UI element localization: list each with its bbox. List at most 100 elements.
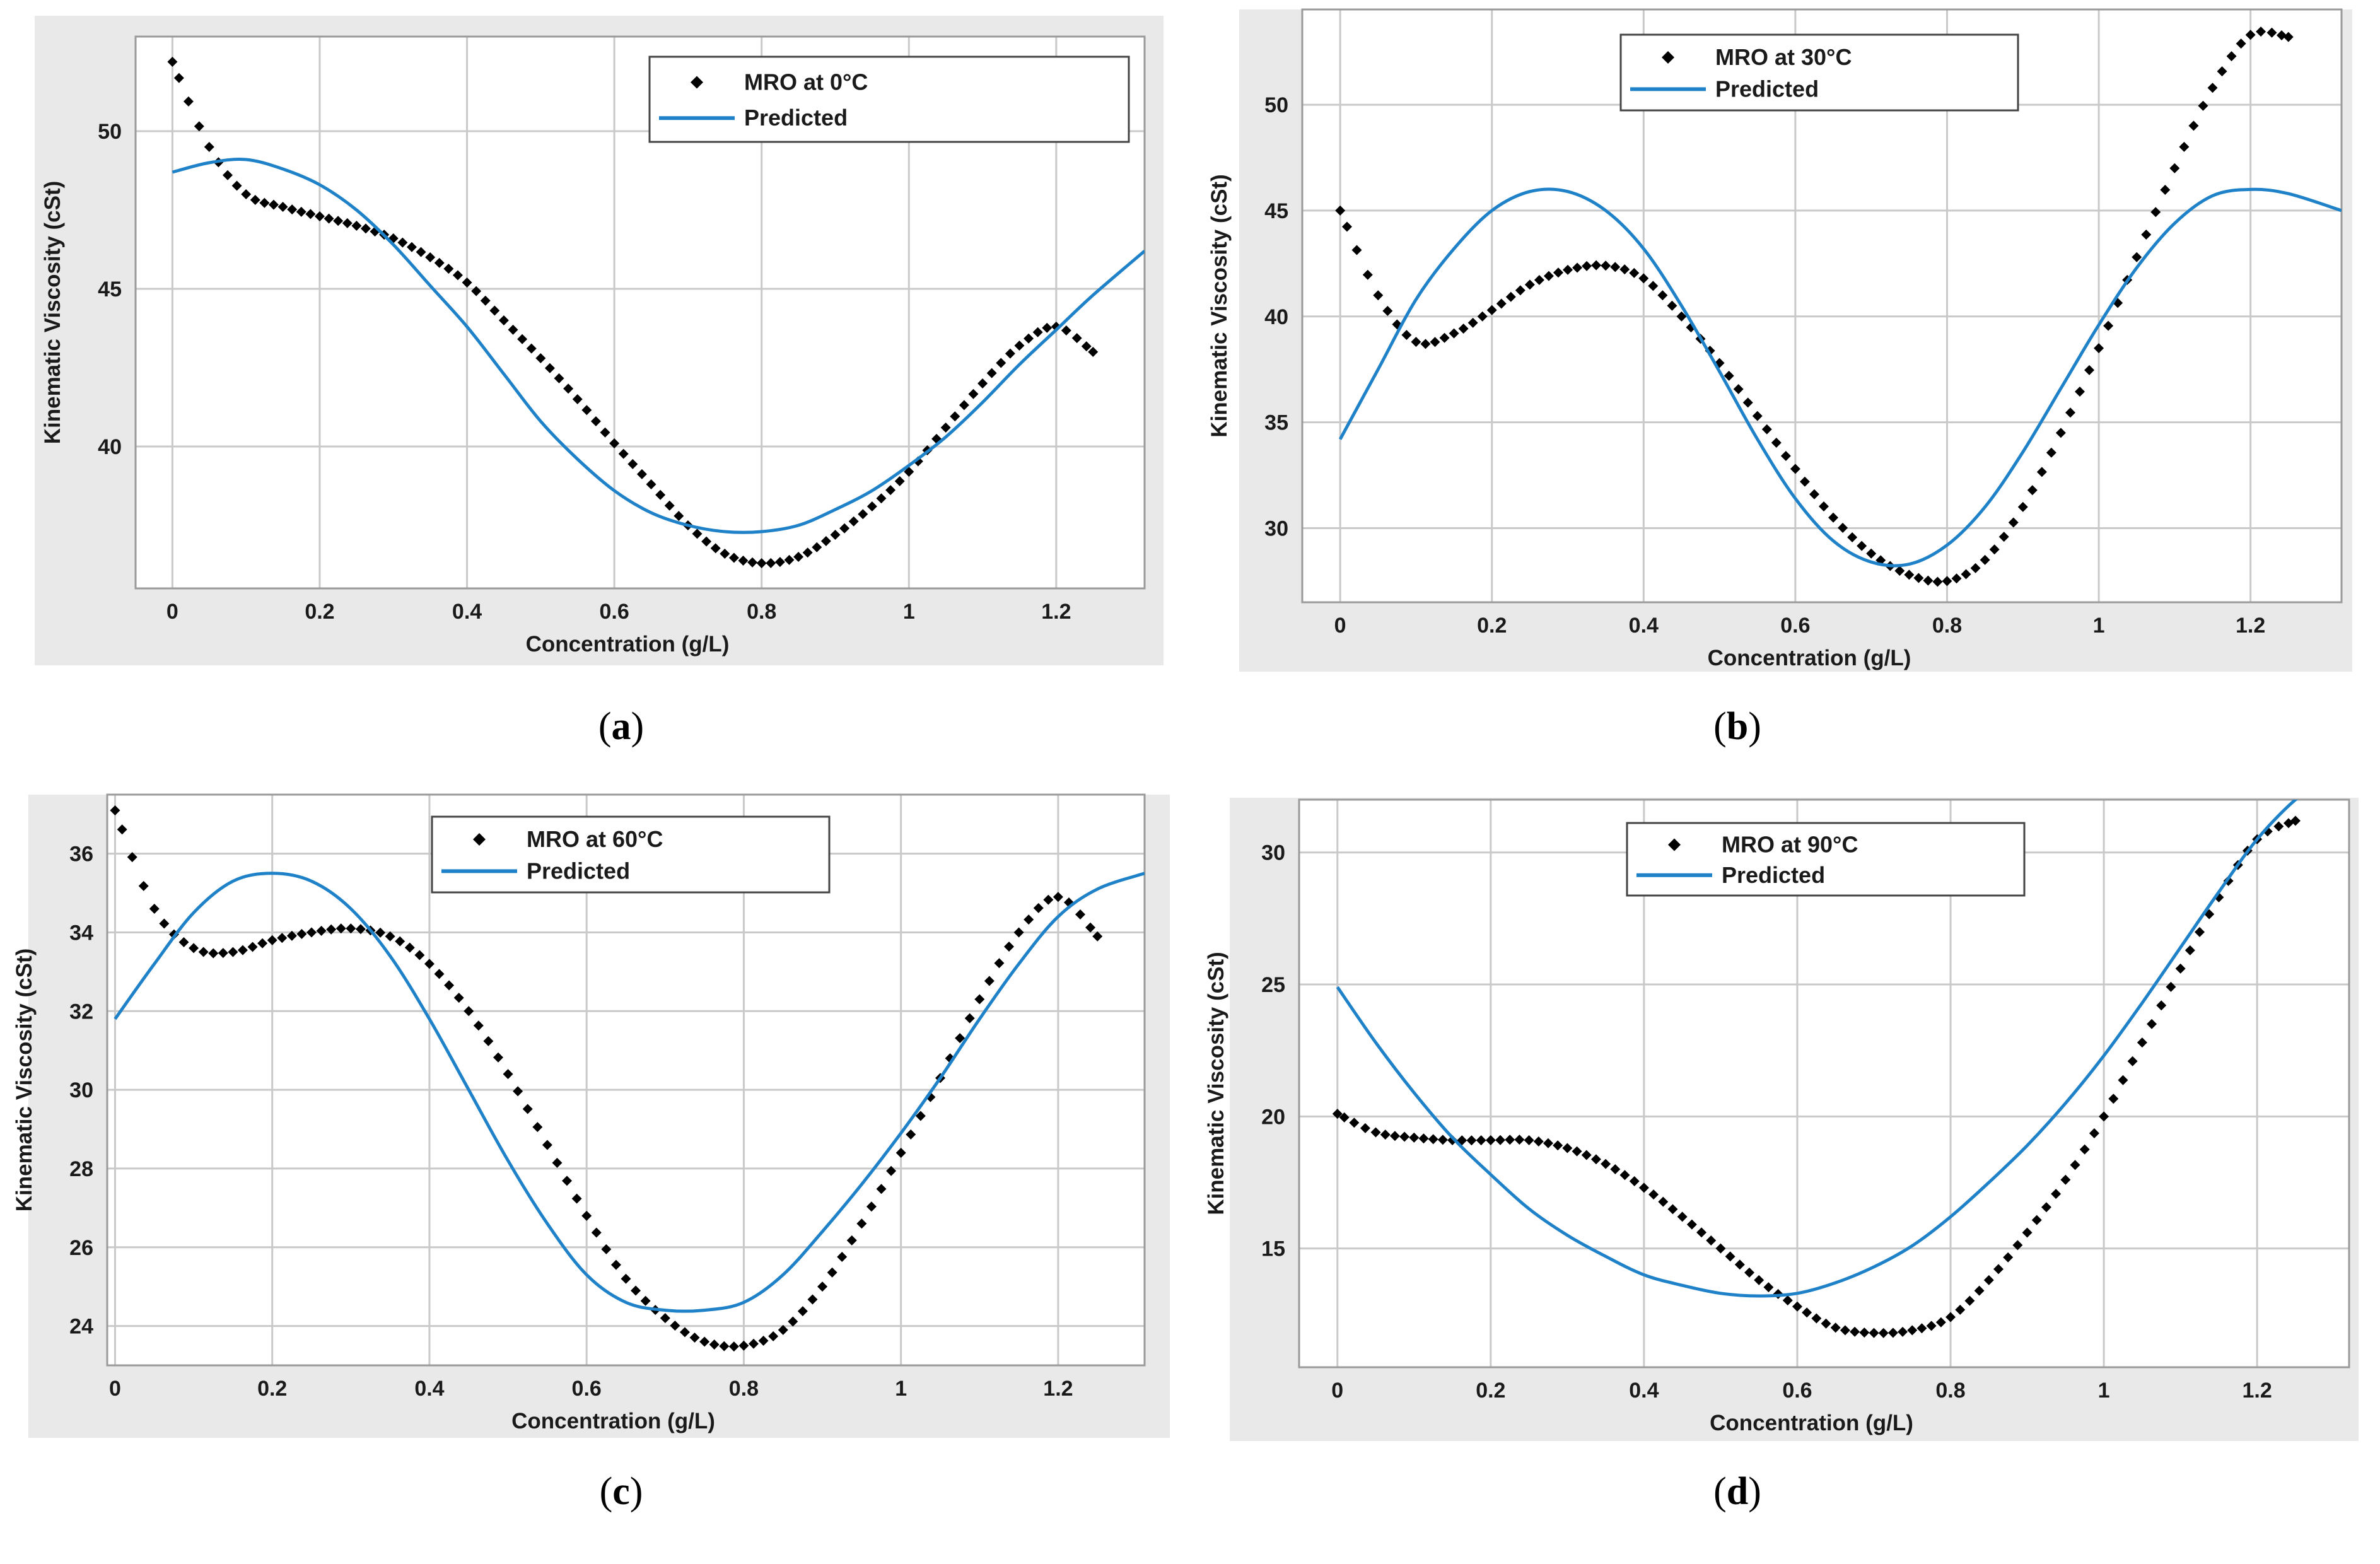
measured-point [2022,1227,2033,1238]
measured-point [2217,66,2227,77]
measured-point [1563,264,1573,275]
measured-point [848,516,859,527]
measured-point [830,530,841,540]
measured-point [1505,291,1516,302]
measured-point [473,1020,484,1031]
measured-point [964,1013,975,1024]
legend: MRO at 60°C Predicted [431,815,831,894]
measured-point [1677,1211,1688,1222]
measured-point [1782,1295,1793,1306]
x-tick-label: 0.6 [572,1377,602,1401]
measured-point [552,1157,563,1168]
measured-series [167,57,1099,568]
measured-point [1572,262,1583,273]
measured-point [444,980,455,991]
measured-point [986,368,997,378]
y-tick-label: 50 [1264,93,1288,117]
measured-point [2017,501,2028,512]
measured-point [346,923,356,934]
measured-point [424,959,435,969]
measured-point [1638,273,1649,284]
measured-point [1638,1182,1649,1193]
measured-point [342,218,353,228]
measured-point [1811,1313,1822,1324]
measured-point [1761,424,1772,435]
measured-point [414,950,425,960]
measured-point [2188,120,2199,131]
measured-point [1907,1325,1918,1336]
measured-point [977,378,988,388]
y-tick-label: 25 [1261,973,1285,997]
legend-label-predicted: Predicted [1715,76,1819,102]
measured-point [2137,1037,2147,1048]
measured-point [471,286,482,296]
measured-point [1942,576,1952,586]
measured-point [2132,252,2142,262]
measured-point [1534,274,1544,285]
panel-caption: (d) [1713,1470,1761,1513]
measured-point [489,305,500,316]
measured-point [453,993,464,1003]
measured-point [526,343,537,354]
x-axis-label: Concentration (g/L) [1710,1411,1913,1435]
measured-point [1629,1176,1640,1187]
measured-point [1409,1132,1420,1143]
measured-point [127,852,137,863]
legend-label-measured: MRO at 90°C [1722,832,1858,858]
measured-point [974,994,985,1005]
measured-point [138,880,149,891]
measured-point [837,1251,848,1262]
measured-point [503,1069,513,1080]
measured-point [797,1306,808,1317]
measured-point [517,334,528,344]
measured-point [1014,341,1025,351]
measured-point [1734,1259,1745,1270]
measured-point [719,1341,730,1351]
measured-point [375,927,386,938]
x-tick-label: 1 [2093,614,2105,638]
measured-point [1904,569,1915,580]
measured-point [1092,931,1103,942]
measured-point [1648,281,1659,291]
measured-point [2266,27,2277,38]
measured-point [397,237,408,248]
measured-point [167,57,178,67]
measured-point [2290,815,2301,826]
legend-box [431,815,831,894]
measured-point [2065,407,2075,418]
y-tick-label: 15 [1261,1237,1285,1261]
measured-point [2150,207,2161,218]
measured-point [493,1052,503,1063]
measured-point [228,947,238,957]
measured-point [1004,942,1015,952]
measured-point [218,948,228,959]
measured-point [866,501,877,511]
measured-point [1476,1135,1486,1146]
measured-point [117,824,127,835]
measured-point [1495,1135,1506,1145]
predicted-line [1336,800,2298,1298]
measured-point [1075,909,1085,919]
measured-point [2276,30,2287,40]
measured-point [1724,370,1734,381]
legend-marker-icon [691,76,703,89]
measured-point [994,958,1005,969]
measured-point [1945,1312,1956,1322]
measured-point [178,937,189,947]
measured-point [621,1273,631,1284]
measured-point [1916,1323,1927,1334]
measured-point [1983,1275,1994,1285]
measured-point [1771,437,1782,448]
measured-point [464,1006,474,1017]
measured-point [296,206,306,217]
measured-point [610,1259,621,1270]
measured-point [1802,1307,1812,1318]
measured-point [1980,554,1990,565]
measured-point [2147,1018,2157,1029]
plot-frame [1298,798,2350,1368]
measured-point [1989,544,2000,555]
legend: MRO at 0°C Predicted [648,55,1130,143]
measured-point [1657,290,1668,301]
measured-point [250,194,260,205]
